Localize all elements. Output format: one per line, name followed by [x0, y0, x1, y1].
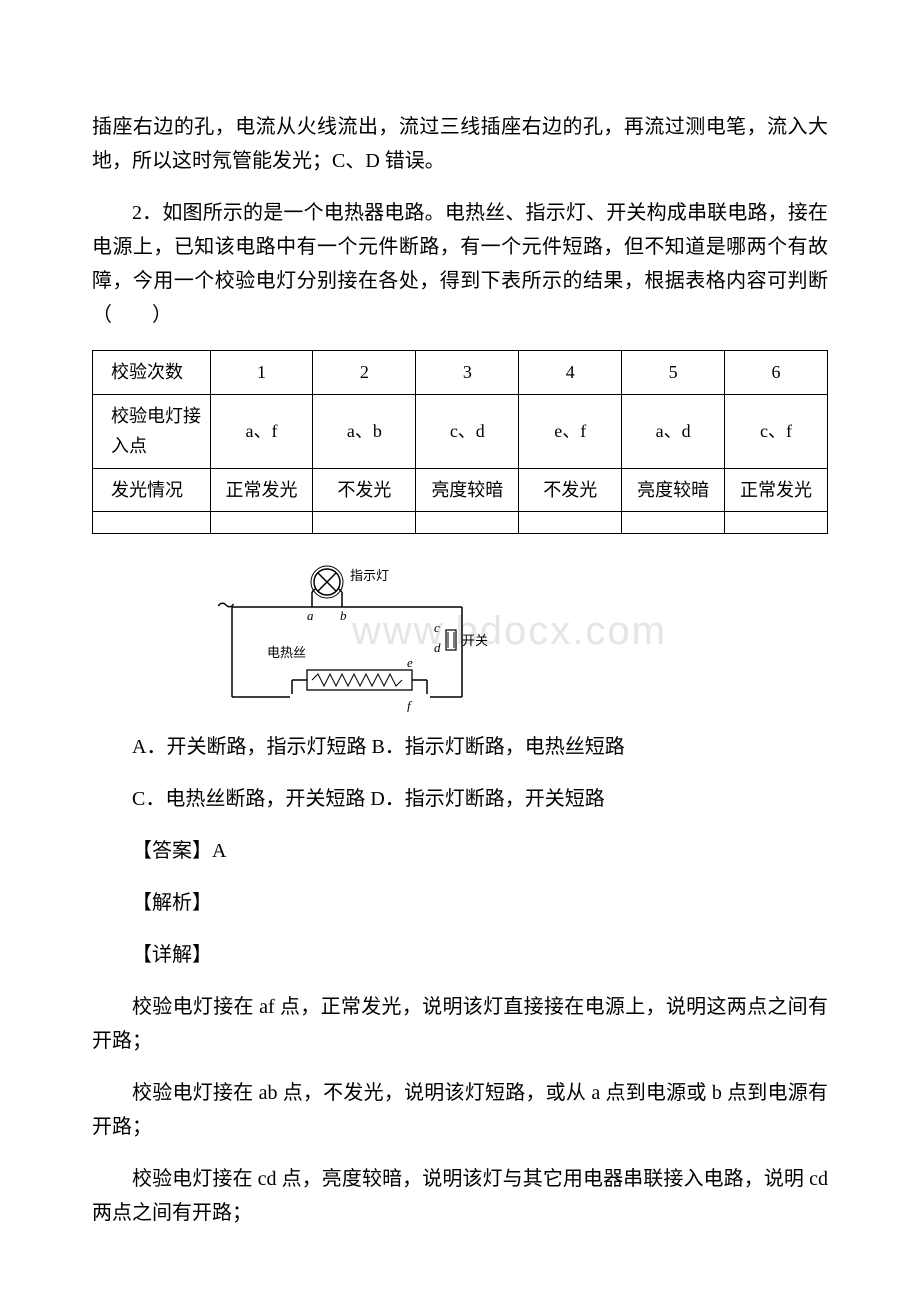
table-cell: c、d	[416, 394, 519, 468]
detail-label: 【详解】	[92, 938, 828, 972]
node-c: c	[434, 620, 440, 635]
table-cell: 不发光	[313, 468, 416, 512]
detail-paragraph-2: 校验电灯接在 ab 点，不发光，说明该灯短路，或从 a 点到电源或 b 点到电源…	[92, 1076, 828, 1144]
table-cell: 不发光	[519, 468, 622, 512]
options-line-2: C．电热丝断路，开关短路 D．指示灯断路，开关短路	[92, 782, 828, 816]
table-header-trials: 校验次数	[93, 351, 211, 395]
node-d: d	[434, 640, 441, 655]
table-cell: a、d	[622, 394, 725, 468]
table-cell: 6	[725, 351, 828, 395]
node-f: f	[407, 698, 413, 712]
options-line-1: A．开关断路，指示灯短路 B．指示灯断路，电热丝短路	[92, 730, 828, 764]
heater-label: 电热丝	[267, 645, 306, 660]
table-row: 校验电灯接入点 a、f a、b c、d e、f a、d c、f	[93, 394, 828, 468]
table-cell: 2	[313, 351, 416, 395]
table-cell: 正常发光	[210, 468, 313, 512]
table-cell: a、b	[313, 394, 416, 468]
table-header-points: 校验电灯接入点	[93, 394, 211, 468]
switch-label: 开关	[462, 633, 488, 648]
table-cell: 1	[210, 351, 313, 395]
indicator-label: 指示灯	[350, 568, 389, 583]
circuit-svg: ～ 指示灯 a b c d 开关 电热丝 e f	[212, 552, 492, 712]
node-a: a	[307, 608, 314, 623]
verification-table: 校验次数 1 2 3 4 5 6 校验电灯接入点 a、f a、b c、d e、f…	[92, 350, 828, 534]
table-row	[93, 512, 828, 534]
table-cell: 亮度较暗	[416, 468, 519, 512]
detail-paragraph-3: 校验电灯接在 cd 点，亮度较暗，说明该灯与其它用电器串联接入电路，说明 cd …	[92, 1162, 828, 1230]
table-cell: a、f	[210, 394, 313, 468]
table-cell: c、f	[725, 394, 828, 468]
circuit-diagram: www.bdocx.com ～ 指示灯 a b c d 开关	[212, 552, 492, 712]
analysis-label: 【解析】	[92, 886, 828, 920]
table-cell: 5	[622, 351, 725, 395]
table-cell: 4	[519, 351, 622, 395]
table-row: 发光情况 正常发光 不发光 亮度较暗 不发光 亮度较暗 正常发光	[93, 468, 828, 512]
table-cell: 正常发光	[725, 468, 828, 512]
ac-source-icon: ～	[217, 596, 235, 616]
node-e: e	[407, 655, 413, 670]
heater-icon	[307, 670, 412, 690]
table-header-light: 发光情况	[93, 468, 211, 512]
table-cell: e、f	[519, 394, 622, 468]
table-row: 校验次数 1 2 3 4 5 6	[93, 351, 828, 395]
table-cell: 3	[416, 351, 519, 395]
answer-label: 【答案】A	[92, 834, 828, 868]
node-b: b	[340, 608, 347, 623]
table-cell: 亮度较暗	[622, 468, 725, 512]
paragraph-fragment: 插座右边的孔，电流从火线流出，流过三线插座右边的孔，再流过测电笔，流入大地，所以…	[92, 110, 828, 178]
detail-paragraph-1: 校验电灯接在 af 点，正常发光，说明该灯直接接在电源上，说明这两点之间有开路；	[92, 990, 828, 1058]
question-2-prompt: 2．如图所示的是一个电热器电路。电热丝、指示灯、开关构成串联电路，接在电源上，已…	[92, 196, 828, 332]
